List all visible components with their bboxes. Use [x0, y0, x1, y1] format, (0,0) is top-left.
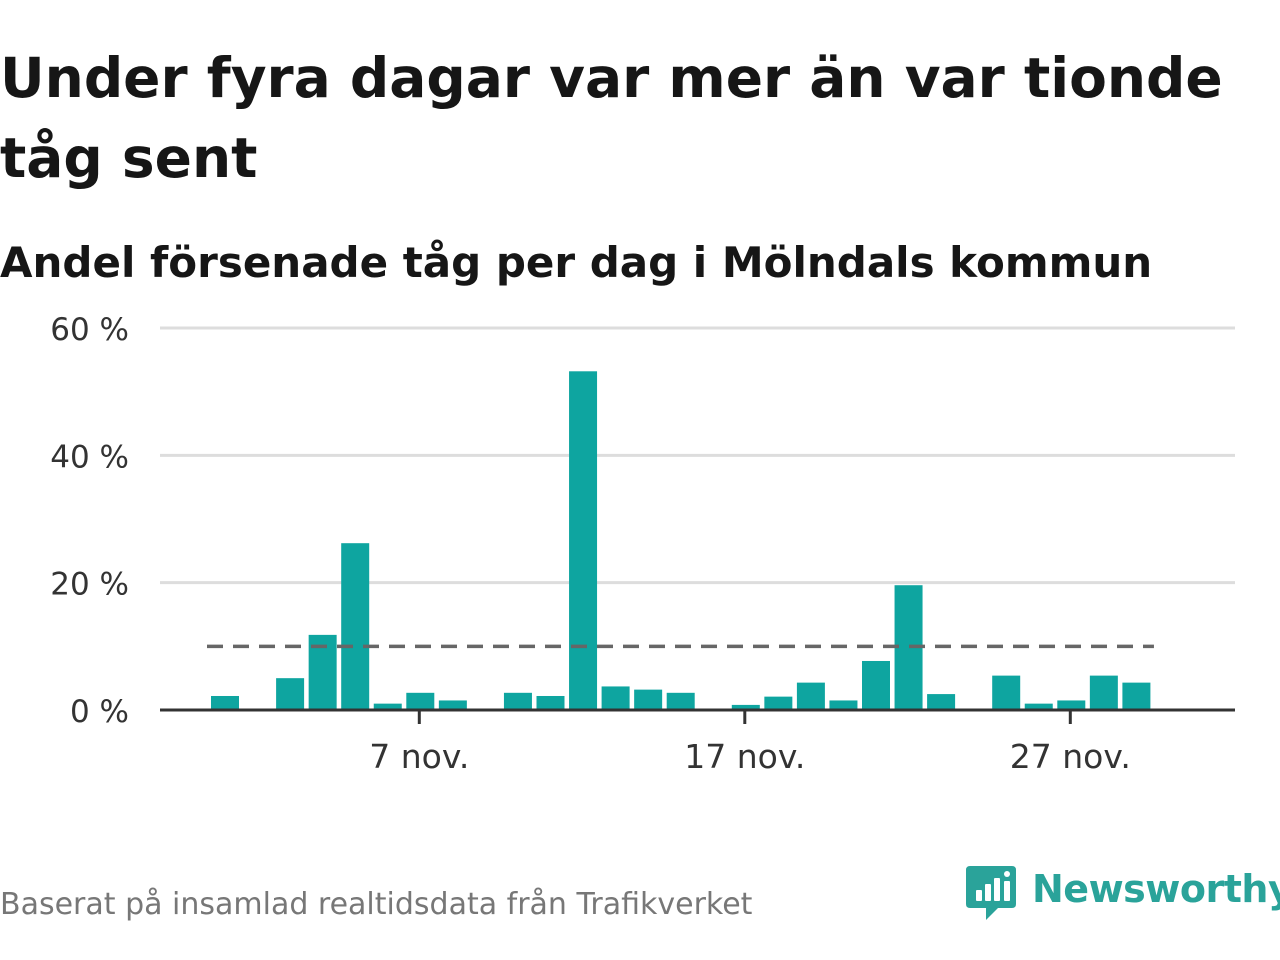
newsworthy-chart-icon: [966, 866, 1016, 920]
bar: [634, 689, 663, 710]
bar: [211, 695, 239, 710]
bar: [503, 692, 532, 710]
x-tick-label: 7 nov.: [369, 737, 469, 776]
bar: [373, 703, 402, 710]
bar: [992, 675, 1021, 710]
chart-title: Under fyra dagar var mer än var tionde t…: [0, 46, 1223, 190]
bar: [569, 371, 598, 710]
bar: [406, 692, 435, 710]
gridlines: [160, 326, 1235, 585]
bar: [829, 700, 858, 710]
bar: [764, 696, 793, 710]
bar: [601, 686, 630, 710]
y-tick-label: 60 %: [50, 312, 129, 348]
x-tick-label: 27 nov.: [1010, 737, 1131, 776]
bar: [438, 700, 467, 710]
newsworthy-logo[interactable]: Newsworthy: [964, 862, 1280, 926]
brand-name: Newsworthy: [1032, 867, 1280, 911]
bar-chart: 0 % 20 % 40 % 60 % 7 nov. 17 nov. 27 nov.: [50, 312, 1235, 776]
source-note: Baserat på insamlad realtidsdata från Tr…: [0, 887, 753, 922]
y-tick-label: 40 %: [50, 439, 129, 475]
bar: [731, 704, 760, 710]
bar: [1122, 682, 1151, 710]
chart-subtitle: Andel försenade tåg per dag i Mölndals k…: [0, 238, 1153, 287]
bar: [862, 660, 890, 710]
bar: [927, 694, 956, 710]
bar: [1057, 700, 1086, 710]
x-axis-ticks: 7 nov. 17 nov. 27 nov.: [369, 710, 1131, 776]
bar: [1024, 703, 1053, 710]
x-tick-label: 17 nov.: [684, 737, 805, 776]
bars: [211, 371, 1151, 710]
bar: [276, 678, 305, 710]
bar: [1089, 675, 1118, 710]
y-tick-label: 0 %: [70, 694, 129, 730]
bar: [341, 543, 370, 710]
bar: [666, 692, 695, 710]
bar: [796, 682, 825, 710]
y-axis-ticks: 0 % 20 % 40 % 60 %: [50, 312, 129, 730]
bar: [536, 695, 565, 710]
y-tick-label: 20 %: [50, 567, 129, 603]
